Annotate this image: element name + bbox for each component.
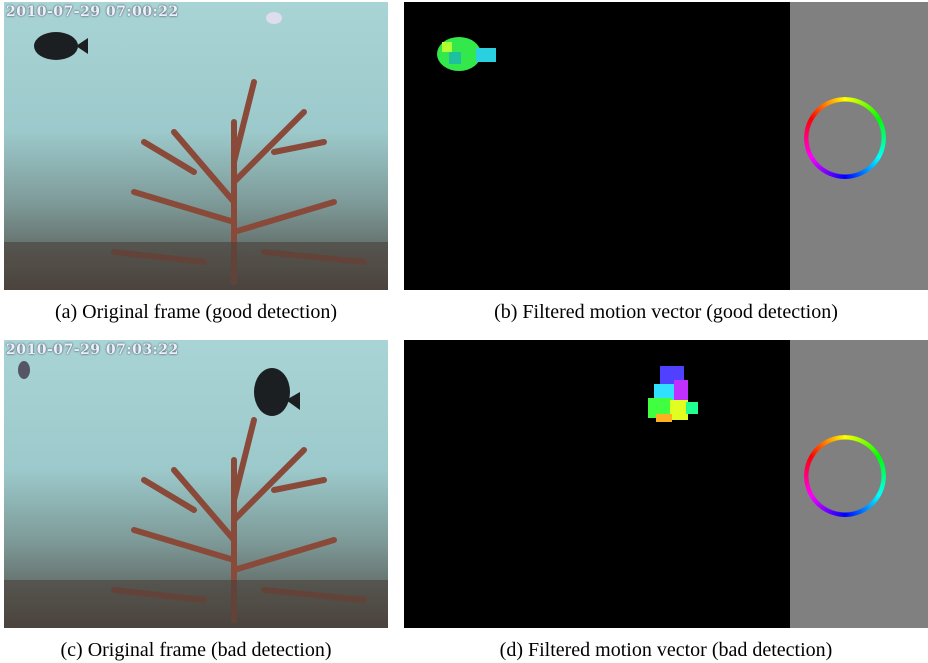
color-wheel — [804, 435, 886, 517]
scene — [4, 2, 388, 290]
caption: (a) Original frame (good detection) — [4, 301, 388, 324]
legend-area — [790, 2, 928, 290]
original-frame: 2010-07-29 07:00:22 — [4, 2, 388, 290]
caption: (d) Filtered motion vector (bad detectio… — [404, 639, 928, 662]
page: 2010-07-29 07:00:22 (a) Original frame (… — [0, 0, 928, 663]
scene — [4, 340, 388, 628]
motion-blob — [404, 340, 790, 628]
motion-blob — [404, 2, 790, 290]
caption: (b) Filtered motion vector (good detecti… — [404, 301, 928, 324]
original-frame: 2010-07-29 07:03:22 — [4, 340, 388, 628]
motion-vector — [404, 340, 928, 628]
color-wheel — [804, 97, 886, 179]
timestamp: 2010-07-29 07:03:22 — [6, 342, 179, 358]
legend-area — [790, 340, 928, 628]
timestamp: 2010-07-29 07:00:22 — [6, 4, 179, 20]
motion-vector — [404, 2, 928, 290]
caption: (c) Original frame (bad detection) — [4, 639, 388, 662]
